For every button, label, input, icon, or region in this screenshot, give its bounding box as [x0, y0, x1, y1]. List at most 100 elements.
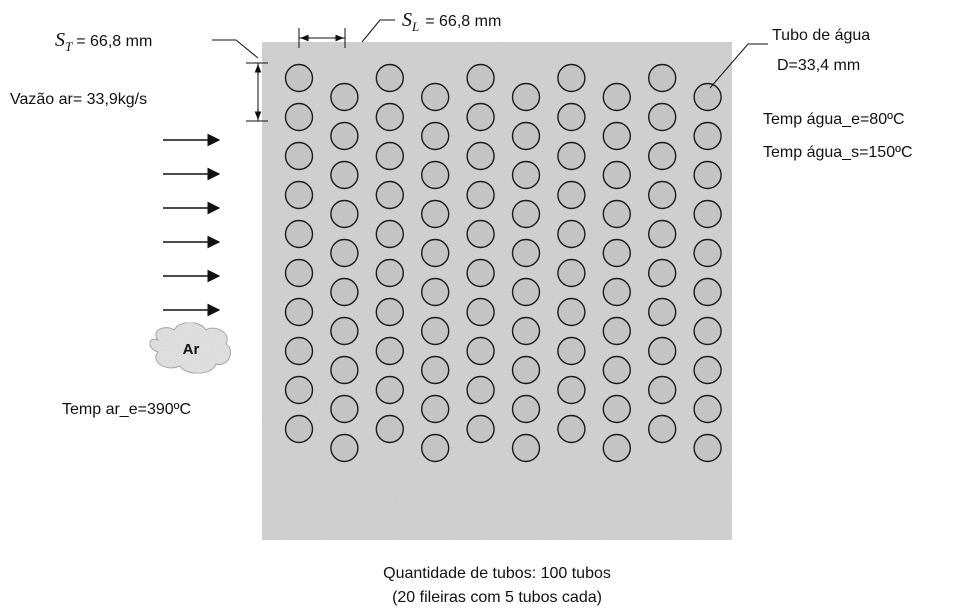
tube	[557, 102, 586, 132]
tube	[330, 394, 359, 424]
tube	[375, 375, 404, 405]
tube	[693, 277, 722, 307]
tube	[375, 63, 404, 93]
tube	[421, 238, 450, 268]
tube	[557, 297, 586, 327]
airflow-arrows	[163, 133, 221, 317]
tube	[511, 121, 541, 151]
tube	[602, 199, 631, 229]
tube	[421, 82, 450, 112]
tube	[375, 141, 404, 171]
tube	[466, 336, 495, 366]
tube	[511, 355, 541, 385]
tube	[466, 219, 495, 249]
tube	[421, 355, 450, 385]
tube	[284, 414, 314, 444]
tube	[648, 414, 677, 444]
tube-arrangement-caption: (20 fileiras com 5 tubos cada)	[392, 589, 602, 606]
tube	[466, 63, 495, 93]
tube	[330, 238, 359, 268]
tube	[330, 277, 359, 307]
tube	[330, 160, 359, 190]
tube	[648, 63, 677, 93]
st-label: ST = 66,8 mm	[55, 29, 152, 54]
tube	[330, 199, 359, 229]
sl-label: SL = 66,8 mm	[402, 9, 501, 34]
tube	[511, 316, 541, 346]
tube	[284, 219, 314, 249]
tube	[693, 238, 722, 268]
tube	[421, 199, 450, 229]
tube	[648, 180, 677, 210]
tube	[284, 141, 314, 171]
air-cloud-label: Ar	[183, 341, 200, 358]
tube	[330, 121, 359, 151]
tube	[511, 433, 541, 463]
tube	[421, 316, 450, 346]
tube	[466, 375, 495, 405]
airflow-label: Vazão ar= 33,9kg/s	[10, 91, 147, 108]
tube	[375, 219, 404, 249]
tube	[693, 82, 722, 112]
tube	[602, 238, 631, 268]
tube	[648, 141, 677, 171]
tube	[602, 121, 631, 151]
tube	[375, 414, 404, 444]
tube	[375, 258, 404, 288]
tube	[330, 82, 359, 112]
tube	[511, 160, 541, 190]
tube	[511, 277, 541, 307]
sl-dimension	[298, 19, 395, 48]
tube	[375, 102, 404, 132]
water-outlet-temp: Temp água_s=150ºC	[763, 144, 913, 161]
tube	[421, 121, 450, 151]
tube	[557, 219, 586, 249]
tube	[648, 336, 677, 366]
air-cloud-shape	[149, 322, 231, 374]
water-inlet-temp: Temp água_e=80ºC	[763, 111, 905, 128]
tube	[511, 238, 541, 268]
tube	[648, 219, 677, 249]
tube	[693, 121, 722, 151]
tube	[693, 199, 722, 229]
tube	[375, 297, 404, 327]
tube	[284, 336, 314, 366]
tube	[557, 180, 586, 210]
tube	[602, 433, 631, 463]
tube	[466, 258, 495, 288]
tube	[648, 102, 677, 132]
tube-grid	[284, 63, 722, 463]
tube	[466, 141, 495, 171]
tube	[375, 180, 404, 210]
st-dimension	[212, 39, 268, 122]
tube-diameter: D=33,4 mm	[777, 57, 860, 74]
tube	[421, 160, 450, 190]
tube	[602, 82, 631, 112]
tube	[284, 258, 314, 288]
tube	[693, 433, 722, 463]
tube	[466, 102, 495, 132]
tube	[375, 336, 404, 366]
tube	[284, 63, 314, 93]
tube-count-caption: Quantidade de tubos: 100 tubos	[383, 565, 611, 582]
tube	[648, 375, 677, 405]
tube	[284, 297, 314, 327]
tube	[648, 258, 677, 288]
tube	[557, 258, 586, 288]
tube	[557, 414, 586, 444]
tube	[421, 277, 450, 307]
tube	[557, 375, 586, 405]
air-cloud-tag: Ar	[149, 322, 231, 374]
tube	[330, 316, 359, 346]
tube	[693, 316, 722, 346]
tube	[557, 336, 586, 366]
tube	[284, 180, 314, 210]
tube	[602, 160, 631, 190]
tube-leader-line	[709, 43, 768, 89]
tube	[648, 297, 677, 327]
tube-title: Tubo de água	[772, 27, 870, 44]
tube	[557, 141, 586, 171]
tube	[602, 316, 631, 346]
tube	[602, 394, 631, 424]
